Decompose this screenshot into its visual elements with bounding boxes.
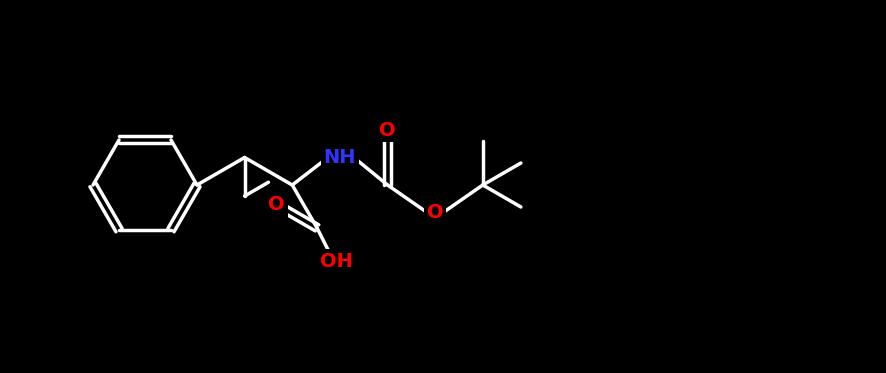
Text: O: O xyxy=(427,203,444,222)
Text: NH: NH xyxy=(323,148,356,167)
Text: O: O xyxy=(379,120,396,140)
Text: O: O xyxy=(268,195,284,214)
Text: OH: OH xyxy=(320,252,353,271)
